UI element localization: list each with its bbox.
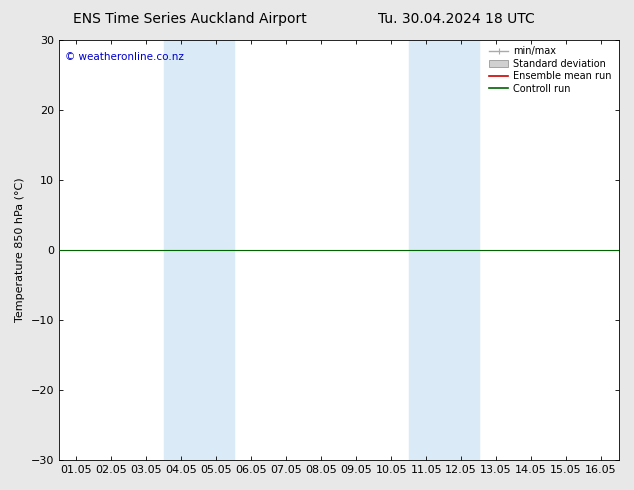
Text: © weatheronline.co.nz: © weatheronline.co.nz xyxy=(65,52,183,62)
Bar xyxy=(164,40,234,460)
Y-axis label: Temperature 850 hPa (°C): Temperature 850 hPa (°C) xyxy=(15,177,25,322)
Bar xyxy=(409,40,479,460)
Legend: min/max, Standard deviation, Ensemble mean run, Controll run: min/max, Standard deviation, Ensemble me… xyxy=(487,45,614,96)
Text: ENS Time Series Auckland Airport: ENS Time Series Auckland Airport xyxy=(74,12,307,26)
Text: Tu. 30.04.2024 18 UTC: Tu. 30.04.2024 18 UTC xyxy=(378,12,535,26)
